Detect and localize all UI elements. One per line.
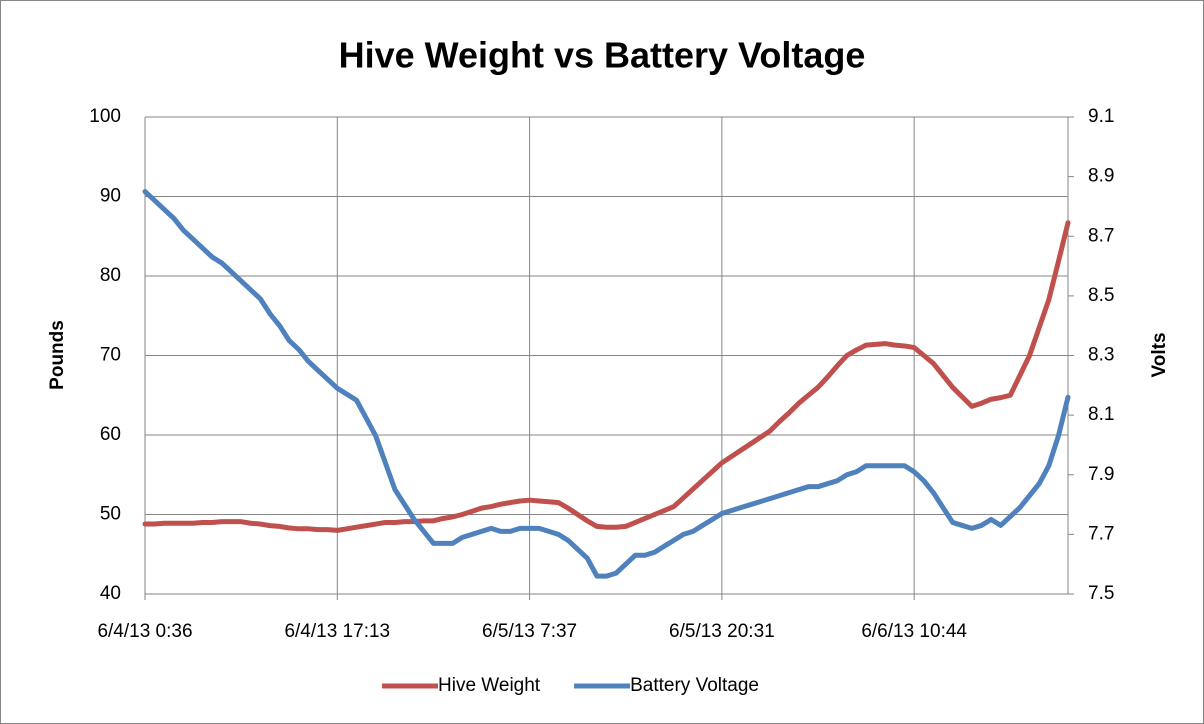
y-tick-label: 90 bbox=[100, 186, 121, 207]
y2-tick-label: 8.9 bbox=[1088, 166, 1114, 187]
y2-tick-label: 8.1 bbox=[1088, 404, 1114, 425]
y2-tick-label: 7.7 bbox=[1088, 523, 1114, 544]
y2-tick-label: 8.3 bbox=[1088, 345, 1114, 366]
x-tick-label: 6/5/13 20:31 bbox=[669, 621, 775, 642]
y-axis-title: Pounds bbox=[47, 320, 68, 390]
legend-label: Hive Weight bbox=[438, 675, 541, 696]
line-series bbox=[142, 220, 1071, 533]
x-tick-label: 6/5/13 7:37 bbox=[482, 621, 577, 642]
y2-tick-label: 7.9 bbox=[1088, 464, 1114, 485]
y2-tick-label: 8.5 bbox=[1088, 285, 1114, 306]
y-tick-label: 80 bbox=[100, 265, 121, 286]
x-tick-label: 6/6/13 10:44 bbox=[861, 621, 967, 642]
x-tick-label: 6/4/13 17:13 bbox=[284, 621, 390, 642]
y2-tick-label: 9.1 bbox=[1088, 106, 1114, 127]
x-tick-label: 6/4/13 0:36 bbox=[97, 621, 192, 642]
y-tick-label: 70 bbox=[100, 345, 121, 366]
y-tick-label: 60 bbox=[100, 424, 121, 445]
y2-tick-label: 8.7 bbox=[1088, 225, 1114, 246]
chart-title: Hive Weight vs Battery Voltage bbox=[339, 35, 866, 76]
legend-label: Battery Voltage bbox=[630, 675, 759, 696]
y-tick-label: 50 bbox=[100, 504, 121, 525]
y-tick-label: 40 bbox=[100, 583, 121, 604]
y2-axis-title: Volts bbox=[1149, 332, 1170, 377]
line-series bbox=[142, 189, 1071, 579]
y-tick-label: 100 bbox=[89, 106, 121, 127]
y2-tick-label: 7.5 bbox=[1088, 583, 1114, 604]
